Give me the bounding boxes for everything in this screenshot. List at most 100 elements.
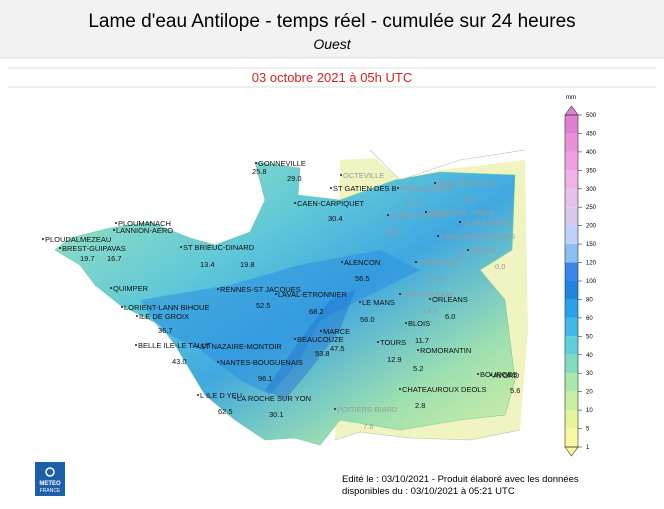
station-reading: 25.2 bbox=[405, 199, 420, 208]
station-dot bbox=[467, 249, 469, 251]
station-dot bbox=[197, 394, 199, 396]
legend: mm 5004504003503002502001501201008060504… bbox=[564, 95, 597, 457]
station-dot bbox=[459, 221, 461, 223]
legend-label: 80 bbox=[586, 297, 593, 303]
station-dot bbox=[42, 238, 44, 240]
station-reading: 5.6 bbox=[510, 386, 520, 395]
station-name: PONTOISE - AERO bbox=[428, 208, 494, 217]
legend-band bbox=[565, 115, 578, 134]
station-reading: 30.1 bbox=[269, 410, 284, 419]
legend-band bbox=[565, 170, 578, 189]
legend-band bbox=[565, 207, 578, 226]
station-reading: 12.9 bbox=[387, 355, 402, 364]
title: Lame d'eau Antilope - temps réel - cumul… bbox=[88, 11, 575, 32]
legend-band bbox=[565, 317, 578, 337]
station-name: BOURGES bbox=[480, 370, 518, 379]
station-dot bbox=[113, 229, 115, 231]
station-name: POITIERS-BIARD bbox=[337, 405, 398, 414]
station-reading: 31.2 bbox=[463, 195, 478, 204]
footer-text: Edité le : 03/10/2021 - Produit élaboré … bbox=[342, 474, 579, 485]
legend-label: 20 bbox=[586, 390, 593, 396]
heavy-rain-core bbox=[265, 290, 355, 400]
station-reading: 96.1 bbox=[258, 374, 273, 383]
legend-band bbox=[565, 188, 578, 208]
legend-band bbox=[565, 299, 578, 318]
station-dot bbox=[59, 247, 61, 249]
station-name: CHATEAUDUN bbox=[402, 290, 454, 299]
border bbox=[334, 429, 521, 441]
station-reading: 11.7 bbox=[415, 336, 429, 345]
station-reading: 56.5 bbox=[355, 274, 370, 283]
station-dot bbox=[405, 322, 407, 324]
station-dot bbox=[330, 187, 332, 189]
station-reading: 27.5 bbox=[430, 274, 445, 283]
station-reading: 2.8 bbox=[415, 401, 425, 410]
station-reading: 62.5 bbox=[218, 407, 233, 416]
subtitle: Ouest bbox=[313, 36, 351, 52]
station-name: PLOUDALMEZEAU bbox=[45, 235, 111, 244]
station-name: LA ROCHE SUR YON bbox=[237, 394, 311, 403]
station-reading: 19.7 bbox=[80, 254, 95, 263]
legend-unit: mm bbox=[566, 95, 576, 101]
legend-label: 40 bbox=[586, 353, 593, 359]
legend-band bbox=[565, 336, 578, 355]
legend-band bbox=[565, 133, 578, 152]
station-dot bbox=[387, 214, 389, 216]
station-dot bbox=[399, 293, 401, 295]
station-name: EVREUX-HUEST bbox=[390, 211, 449, 220]
legend-label: 250 bbox=[586, 205, 597, 211]
legend-label: 50 bbox=[586, 334, 593, 340]
station-dot bbox=[217, 361, 219, 363]
logo-text: METEO bbox=[39, 481, 61, 487]
station-reading: 23.1 bbox=[456, 252, 471, 261]
station-dot bbox=[180, 246, 182, 248]
legend-label: 300 bbox=[586, 187, 597, 193]
legend-band bbox=[565, 281, 578, 300]
station-reading: 6.0 bbox=[445, 312, 455, 321]
station-dot bbox=[320, 330, 322, 332]
station-dot bbox=[110, 287, 112, 289]
station-dot bbox=[429, 298, 431, 300]
station-dot bbox=[275, 293, 277, 295]
legend-cap bbox=[564, 446, 579, 457]
station-name: PARIS-MONTSOURIS bbox=[440, 232, 515, 241]
legend-band bbox=[565, 354, 578, 374]
station-dot bbox=[377, 341, 379, 343]
legend-label: 1 bbox=[586, 445, 590, 451]
legend-label: 350 bbox=[586, 168, 597, 174]
legend-band bbox=[565, 151, 578, 171]
station-name: ST GATIEN DES B bbox=[333, 184, 397, 193]
legend-band bbox=[565, 373, 578, 392]
station-name: MARCE bbox=[323, 327, 350, 336]
legend-label: 60 bbox=[586, 316, 593, 322]
station-name: ORLEANS bbox=[432, 295, 468, 304]
station-dot bbox=[334, 408, 336, 410]
station-dot bbox=[234, 397, 236, 399]
legend-label: 100 bbox=[586, 279, 597, 285]
station-name: ILE DE GROIX bbox=[139, 312, 189, 321]
station-name: ST NAZAIRE-MONTOIR bbox=[200, 342, 282, 351]
station-reading: 29.0 bbox=[287, 174, 302, 183]
logo: METEO FRANCE bbox=[35, 462, 65, 496]
legend-label: 400 bbox=[586, 150, 597, 156]
station-name: RENNES-ST JACQUES bbox=[220, 285, 301, 294]
station-name: PLOUMANACH bbox=[118, 219, 171, 228]
station-name: LANNION-AERO bbox=[116, 226, 173, 235]
logo-text: FRANCE bbox=[40, 488, 61, 494]
legend-label: 500 bbox=[586, 113, 597, 119]
station-dot bbox=[294, 338, 296, 340]
station-name: BELLE ILE-LE TALUT bbox=[138, 341, 212, 350]
station-name: ALENCON bbox=[344, 258, 380, 267]
station-dot bbox=[121, 306, 123, 308]
station-dot bbox=[197, 345, 199, 347]
legend-label: 30 bbox=[586, 371, 593, 377]
legend-label: 120 bbox=[586, 261, 597, 267]
station-dot bbox=[399, 388, 401, 390]
station-dot bbox=[255, 162, 257, 164]
station-reading: 14.7 bbox=[423, 306, 438, 315]
legend-cap bbox=[564, 105, 579, 116]
station-dot bbox=[341, 261, 343, 263]
station-reading: 53.8 bbox=[315, 349, 330, 358]
